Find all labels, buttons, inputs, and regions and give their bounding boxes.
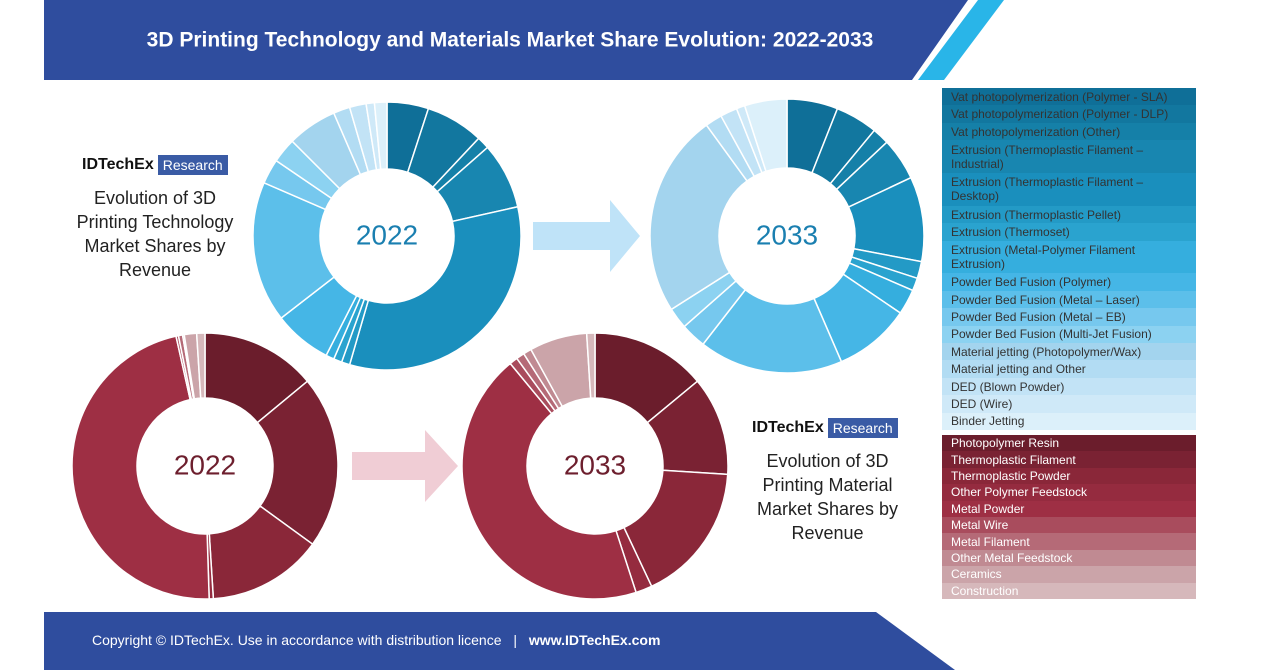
separator: |: [513, 632, 517, 648]
legend-entry: Thermoplastic Powder: [942, 467, 1196, 485]
legend-entry: Vat photopolymerization (Polymer - SLA): [942, 88, 1196, 106]
donut-slice: [701, 288, 843, 374]
legend-entry: Powder Bed Fusion (Multi-Jet Fusion): [942, 325, 1196, 344]
legend-entry: Material jetting and Other: [942, 360, 1196, 378]
center-label: 2033: [564, 449, 626, 480]
arrow: [533, 200, 640, 272]
legend-entry: Powder Bed Fusion (Metal – EB): [942, 308, 1196, 326]
legend-entry: Metal Powder: [942, 500, 1196, 518]
center-label: 2022: [356, 219, 418, 250]
header-stripe: [918, 0, 1004, 80]
legend-entry: Thermoplastic Filament: [942, 451, 1196, 468]
legend-entry: Powder Bed Fusion (Metal – Laser): [942, 290, 1196, 309]
legend-entry: Metal Wire: [942, 517, 1196, 534]
legend-entry: Vat photopolymerization (Polymer - DLP): [942, 105, 1196, 123]
caption: Evolution of 3D Printing Material Market…: [756, 451, 899, 543]
legend-entry: Metal Filament: [942, 533, 1196, 550]
legend-entry: Other Polymer Feedstock: [942, 484, 1196, 501]
legend-entry: Extrusion (Thermoplastic Pellet): [942, 205, 1196, 224]
brand: IDTechEx Research: [82, 155, 228, 175]
legend-entry: Powder Bed Fusion (Polymer): [942, 273, 1196, 291]
arrow: [352, 430, 458, 502]
donut-slice: [373, 101, 388, 171]
legend-entry: Binder Jetting: [942, 412, 1196, 431]
brand: IDTechEx Research: [752, 418, 898, 438]
caption: Evolution of 3D Printing Technology Mark…: [76, 188, 234, 280]
legend-entry: Extrusion (Thermoset): [942, 223, 1196, 241]
legend-entry: DED (Wire): [942, 395, 1196, 413]
legend-entry: Extrusion (Metal-Polymer Filament Extrus…: [942, 240, 1196, 274]
donut-slice: [743, 98, 788, 173]
center-label: 2022: [174, 449, 236, 480]
center-label: 2033: [756, 219, 818, 250]
url: www.IDTechEx.com: [528, 632, 660, 648]
brand-tag: Research: [827, 418, 898, 438]
legend-entry: Photopolymer Resin: [942, 435, 1196, 452]
donut-slice: [256, 380, 339, 546]
footer-text: Copyright © IDTechEx. Use in accordance …: [92, 632, 660, 648]
legend: Vat photopolymerization (Polymer - SLA) V…: [942, 88, 1196, 431]
legend-entry: Extrusion (Thermoplastic Filament – Desk…: [942, 173, 1196, 206]
copyright: Copyright © IDTechEx. Use in accordance …: [92, 632, 502, 648]
donut-slice: [71, 335, 210, 600]
brand-tag: Research: [157, 155, 228, 175]
donut-slice: [585, 332, 596, 399]
header-band: [44, 0, 968, 80]
donut-slice: [649, 124, 749, 311]
legend-entry: Material jetting (Photopolymer/Wax): [942, 343, 1196, 361]
legend-entry: Construction: [942, 582, 1196, 600]
legend-entry: Vat photopolymerization (Other): [942, 122, 1196, 141]
donut-slice: [195, 332, 206, 399]
donut-slice: [348, 205, 522, 371]
legend-entry: DED (Blown Powder): [942, 377, 1196, 396]
legend-entry: Ceramics: [942, 566, 1196, 583]
legend-entry: Extrusion (Thermoplastic Filament – Indu…: [942, 140, 1196, 174]
legend: Photopolymer Resin Thermoplastic Filament…: [942, 435, 1196, 600]
legend-entry: Other Metal Feedstock: [942, 549, 1196, 567]
title: 3D Printing Technology and Materials Mar…: [147, 29, 874, 52]
footer-band: [44, 612, 955, 670]
donut-slice: [461, 362, 638, 600]
